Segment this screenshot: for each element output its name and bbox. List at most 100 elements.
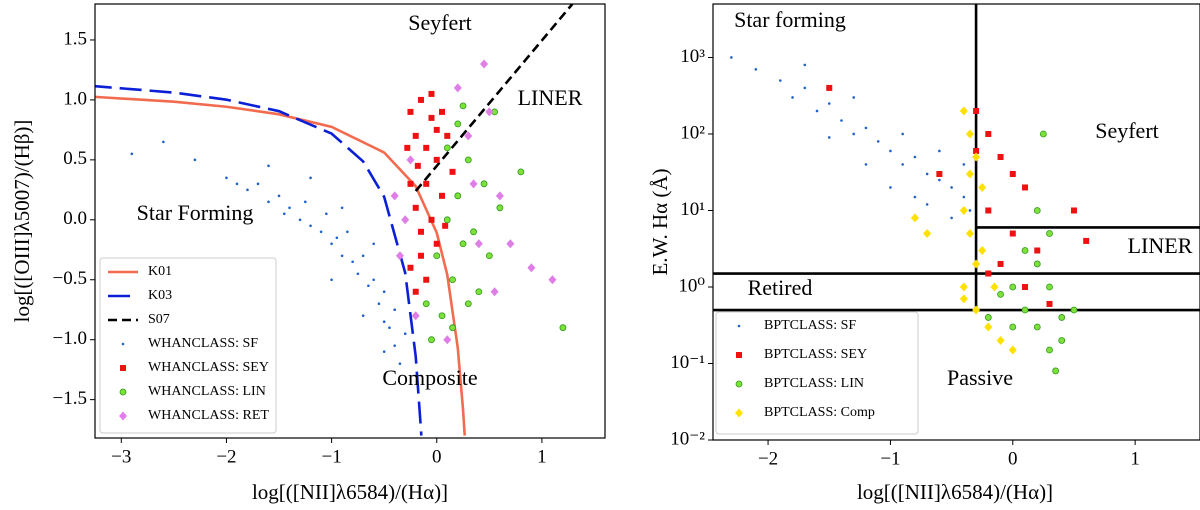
- y-tick-label: 10²: [680, 122, 705, 143]
- point: [990, 282, 999, 292]
- point: [428, 90, 435, 97]
- point: [1052, 367, 1060, 375]
- curve: [414, 4, 574, 192]
- legend-swatch: [120, 365, 126, 371]
- y-tick-label: 10⁻¹: [670, 352, 705, 373]
- point: [1033, 207, 1041, 214]
- point: [453, 83, 462, 93]
- point: [1021, 247, 1029, 254]
- point: [459, 102, 467, 110]
- point: [401, 215, 410, 225]
- point: [428, 114, 435, 121]
- point: [346, 230, 349, 234]
- x-tick-label: −1: [880, 448, 900, 469]
- point: [407, 264, 414, 271]
- point: [1009, 283, 1017, 291]
- point: [864, 126, 868, 130]
- axes-frame: [94, 3, 606, 439]
- point: [423, 276, 430, 283]
- point: [480, 59, 489, 69]
- point: [162, 140, 165, 144]
- point: [433, 240, 440, 247]
- point: [382, 290, 386, 294]
- x-axis-label: log[([NII]λ6584)/(Hα)]: [857, 480, 1053, 504]
- legend-swatch: [121, 342, 125, 346]
- point: [826, 84, 833, 91]
- point: [288, 206, 291, 210]
- point: [464, 300, 472, 308]
- y-tick-label: 0.5: [63, 148, 87, 169]
- point: [959, 294, 968, 304]
- point: [495, 191, 504, 201]
- point: [985, 207, 992, 214]
- point: [778, 79, 782, 82]
- y-tick-label: 10³: [680, 46, 705, 67]
- point: [1008, 345, 1017, 355]
- point: [439, 108, 446, 115]
- point: [443, 335, 452, 345]
- point: [864, 163, 868, 166]
- point: [422, 300, 430, 308]
- annotation: LINER: [518, 85, 583, 110]
- point: [407, 180, 414, 187]
- point: [1022, 184, 1029, 191]
- point: [423, 180, 430, 187]
- point: [972, 259, 981, 269]
- point: [1034, 247, 1041, 254]
- point: [361, 314, 365, 318]
- point: [304, 200, 307, 204]
- point: [517, 168, 525, 176]
- point: [1009, 230, 1016, 237]
- y-tick-label: −1.5: [53, 388, 87, 409]
- point: [968, 209, 972, 212]
- x-tick-label: 0: [432, 446, 442, 467]
- point: [1046, 300, 1053, 307]
- point: [340, 254, 344, 258]
- point: [454, 120, 462, 128]
- point: [417, 252, 424, 259]
- point: [393, 344, 396, 347]
- point: [367, 284, 370, 288]
- legend-box: [99, 257, 277, 434]
- point: [469, 179, 478, 189]
- point: [235, 182, 239, 186]
- curve: [95, 84, 423, 436]
- point: [393, 308, 396, 312]
- y-tick-label: 10⁻²: [670, 428, 705, 449]
- point: [438, 312, 446, 320]
- point: [559, 324, 567, 332]
- point: [997, 291, 1004, 298]
- point: [485, 252, 493, 260]
- x-axis-label: log[([NII]λ6584)/(Hα)]: [252, 480, 448, 504]
- legend-label: WHANCLASS: SF: [148, 336, 258, 351]
- point: [395, 251, 404, 261]
- point: [406, 155, 415, 165]
- point: [417, 228, 424, 235]
- point: [277, 194, 281, 198]
- x-tick-label: −2: [216, 446, 236, 467]
- annotation: Star Forming: [137, 200, 254, 225]
- point: [225, 176, 228, 180]
- point: [1058, 314, 1066, 321]
- point: [936, 170, 943, 177]
- point: [901, 132, 904, 136]
- point: [754, 68, 758, 71]
- point: [938, 178, 941, 182]
- x-tick-label: −2: [758, 448, 778, 469]
- point: [910, 213, 919, 223]
- point: [256, 182, 260, 186]
- point: [361, 254, 365, 258]
- point: [325, 212, 328, 216]
- annotation: LINER: [1128, 233, 1193, 258]
- y-tick-label: 1.0: [63, 88, 87, 109]
- point: [938, 149, 941, 153]
- point: [803, 86, 807, 90]
- point: [130, 152, 134, 156]
- legend-swatch: [119, 411, 127, 421]
- point: [433, 156, 440, 163]
- point: [330, 242, 333, 246]
- y-tick-label: 0.0: [63, 208, 87, 229]
- point: [978, 182, 987, 192]
- point: [474, 239, 483, 249]
